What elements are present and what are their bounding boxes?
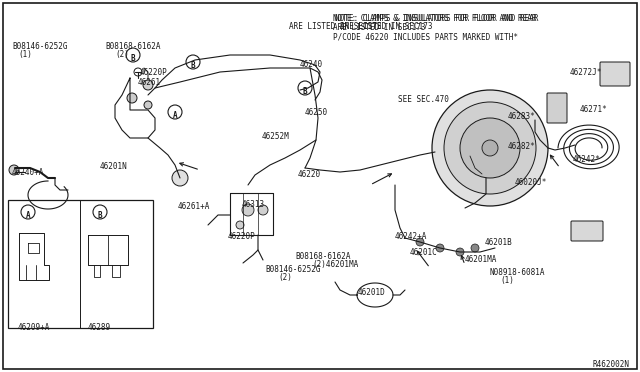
Text: (2)46201MA: (2)46201MA (312, 260, 358, 269)
Circle shape (127, 93, 137, 103)
Text: 46242*: 46242* (573, 155, 601, 164)
Text: 46261+A: 46261+A (178, 202, 211, 211)
Circle shape (416, 238, 424, 246)
Text: B: B (303, 87, 307, 96)
Text: 46201N: 46201N (100, 162, 128, 171)
Circle shape (168, 105, 182, 119)
Circle shape (471, 244, 479, 252)
Circle shape (432, 90, 548, 206)
Text: NOTE: CLAMPS & INSULATORS FOR FLOOR AND REAR: NOTE: CLAMPS & INSULATORS FOR FLOOR AND … (333, 14, 536, 23)
Text: 46252M: 46252M (262, 132, 290, 141)
Text: ARE LISTED IN SEC173: ARE LISTED IN SEC173 (340, 22, 433, 31)
Text: ARE LISTED IN SEC173: ARE LISTED IN SEC173 (289, 22, 381, 31)
Circle shape (9, 165, 19, 175)
Text: 46289: 46289 (88, 323, 111, 332)
Circle shape (436, 244, 444, 252)
Text: A: A (26, 211, 30, 220)
Circle shape (456, 248, 464, 256)
Text: ARE LISTED IN SEC173: ARE LISTED IN SEC173 (333, 23, 426, 32)
Circle shape (21, 205, 35, 219)
Text: B08168-6162A: B08168-6162A (105, 42, 161, 51)
Text: SEE SEC.470: SEE SEC.470 (398, 95, 449, 104)
Circle shape (460, 118, 520, 178)
Text: 46220P: 46220P (228, 232, 256, 241)
Text: A: A (173, 111, 177, 120)
Text: 46250: 46250 (305, 108, 328, 117)
Text: 46020J*: 46020J* (515, 178, 547, 187)
Text: 46201C: 46201C (410, 248, 438, 257)
Text: 46272J*: 46272J* (570, 68, 602, 77)
Circle shape (126, 48, 140, 62)
Text: 46220P: 46220P (140, 68, 168, 77)
Text: B: B (131, 54, 135, 63)
Text: 46313: 46313 (242, 200, 265, 209)
Text: B: B (98, 211, 102, 220)
Circle shape (144, 101, 152, 109)
Circle shape (134, 68, 142, 76)
Circle shape (172, 170, 188, 186)
Circle shape (258, 205, 268, 215)
Text: B08168-6162A: B08168-6162A (295, 252, 351, 261)
FancyBboxPatch shape (571, 221, 603, 241)
FancyBboxPatch shape (547, 93, 567, 123)
Text: 46282*: 46282* (508, 142, 536, 151)
Text: (2): (2) (278, 273, 292, 282)
Text: 46201MA: 46201MA (465, 255, 497, 264)
Text: (1): (1) (18, 50, 32, 59)
Text: 46261: 46261 (138, 78, 161, 87)
Circle shape (186, 55, 200, 69)
Circle shape (444, 102, 536, 194)
Text: B08146-6252G: B08146-6252G (12, 42, 67, 51)
Text: NOTE: CLAMPS & INSULATORS FOR FLOOR AND REAR: NOTE: CLAMPS & INSULATORS FOR FLOOR AND … (335, 14, 538, 23)
Circle shape (298, 81, 312, 95)
Text: N08918-6081A: N08918-6081A (490, 268, 545, 277)
Text: B: B (191, 61, 195, 70)
Text: (1): (1) (500, 276, 514, 285)
Text: 46220: 46220 (298, 170, 321, 179)
Text: 46283*: 46283* (508, 112, 536, 121)
Text: 46201B: 46201B (485, 238, 513, 247)
Text: 46240+A: 46240+A (12, 168, 44, 177)
Text: B08146-6252G: B08146-6252G (265, 265, 321, 274)
Bar (8, 200, 153, 328)
Circle shape (143, 80, 153, 90)
Text: P/CODE 46220 INCLUDES PARTS MARKED WITH*: P/CODE 46220 INCLUDES PARTS MARKED WITH* (333, 32, 518, 41)
Circle shape (482, 140, 498, 156)
Text: 46201D: 46201D (358, 288, 386, 297)
Text: R462002N: R462002N (593, 360, 630, 369)
FancyBboxPatch shape (600, 62, 630, 86)
Circle shape (242, 204, 254, 216)
Text: 46240: 46240 (300, 60, 323, 69)
Text: 46242+A: 46242+A (395, 232, 428, 241)
Circle shape (93, 205, 107, 219)
Text: (2): (2) (115, 50, 129, 59)
Text: 46271*: 46271* (580, 105, 608, 114)
Text: 46209+A: 46209+A (18, 323, 51, 332)
Circle shape (236, 221, 244, 229)
